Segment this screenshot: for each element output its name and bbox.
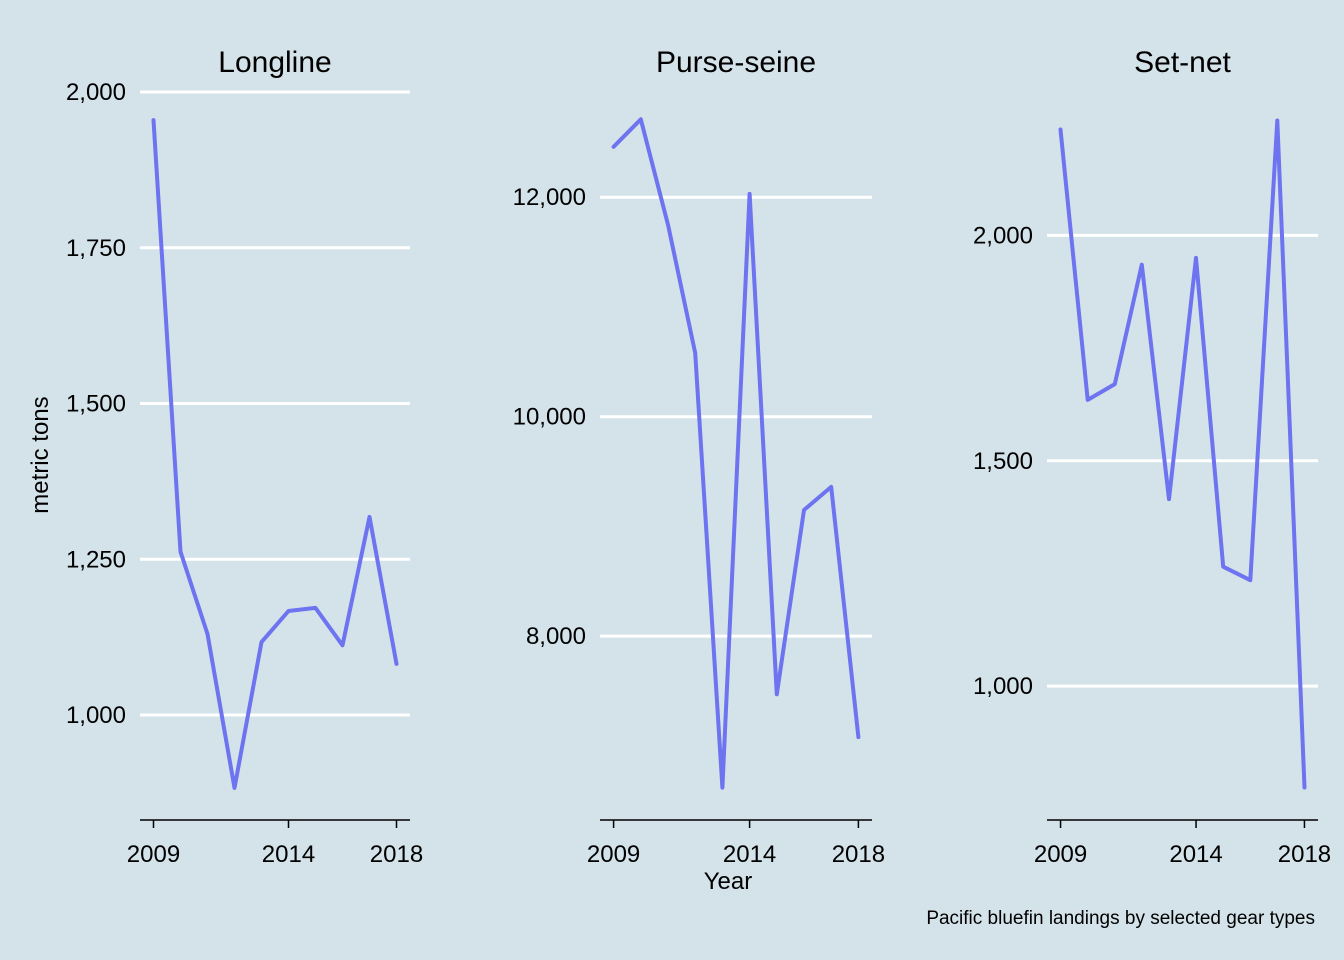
data-point [748,192,752,196]
data-point [612,145,616,149]
data-point [1221,565,1225,569]
series-line [611,117,861,790]
data-point [802,508,806,512]
y-axis-title: metric tons [27,396,54,513]
data-point [179,550,183,554]
data-point [1194,256,1198,260]
y-tick-label: 1,750 [66,235,126,262]
data-point [666,223,670,227]
x-tick-label: 2018 [1278,841,1331,868]
data-point [1059,127,1063,131]
x-tick-label: 2018 [370,841,423,868]
data-point [639,117,643,121]
panel-title: Longline [218,46,331,79]
data-point [829,485,833,489]
data-point [1086,398,1090,402]
y-tick-label: 1,500 [66,391,126,418]
y-tick-label: 1,500 [973,448,1033,475]
data-point [693,351,697,355]
x-tick-label: 2014 [262,841,315,868]
x-tick-label: 2018 [832,841,885,868]
data-point [1113,382,1117,386]
data-point [368,515,372,519]
panel-purse-seine: Purse-seine 8,000 10,000 12,000 2009 2014 2018 [513,46,886,868]
data-point [341,643,345,647]
data-point [856,735,860,739]
data-point [1302,786,1306,790]
data-point [233,786,237,790]
data-point [1140,263,1144,267]
data-point [720,786,724,790]
y-tick-label: 2,000 [973,222,1033,249]
x-tick-label: 2009 [1034,841,1087,868]
panel-title: Set-net [1134,46,1231,79]
data-point [775,692,779,696]
x-tick-label: 2014 [723,841,776,868]
data-point [206,632,210,636]
data-point [152,118,156,122]
panel-set-net: Set-net 1,000 1,500 2,000 2009 2014 2018 [973,46,1331,868]
chart-caption: Pacific bluefin landings by selected gea… [926,908,1315,929]
data-point [1167,497,1171,501]
data-point [395,662,399,666]
panel-title: Purse-seine [656,46,816,79]
y-tick-label: 8,000 [526,623,586,650]
y-tick-label: 10,000 [513,404,586,431]
x-tick-label: 2009 [587,841,640,868]
y-tick-label: 2,000 [66,79,126,106]
data-point [1248,578,1252,582]
data-point [260,640,264,644]
y-tick-label: 1,000 [66,702,126,729]
panel-longline: Longline 1,000 1,250 1,500 1,750 2,000 2009 201… [66,46,423,868]
y-tick-label: 12,000 [513,184,586,211]
series-line [151,118,399,790]
data-point [287,609,291,613]
data-point [1275,118,1279,122]
x-tick-label: 2014 [1169,841,1222,868]
series-line [1058,118,1307,790]
data-point [314,606,318,610]
x-tick-label: 2009 [127,841,180,868]
y-tick-label: 1,250 [66,546,126,573]
y-tick-label: 1,000 [973,673,1033,700]
x-axis-title: Year [704,868,753,895]
